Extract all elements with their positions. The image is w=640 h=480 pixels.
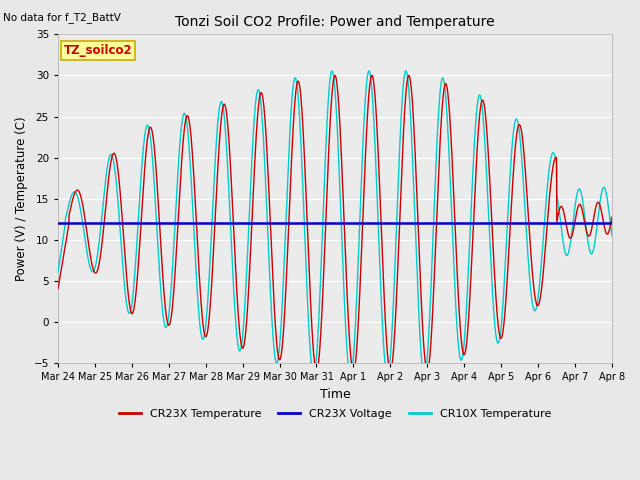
X-axis label: Time: Time <box>319 388 350 401</box>
Title: Tonzi Soil CO2 Profile: Power and Temperature: Tonzi Soil CO2 Profile: Power and Temper… <box>175 15 495 29</box>
Text: No data for f_T2_BattV: No data for f_T2_BattV <box>3 12 121 23</box>
Y-axis label: Power (V) / Temperature (C): Power (V) / Temperature (C) <box>15 116 28 281</box>
Legend: CR23X Temperature, CR23X Voltage, CR10X Temperature: CR23X Temperature, CR23X Voltage, CR10X … <box>115 404 556 423</box>
Text: TZ_soilco2: TZ_soilco2 <box>63 44 132 57</box>
